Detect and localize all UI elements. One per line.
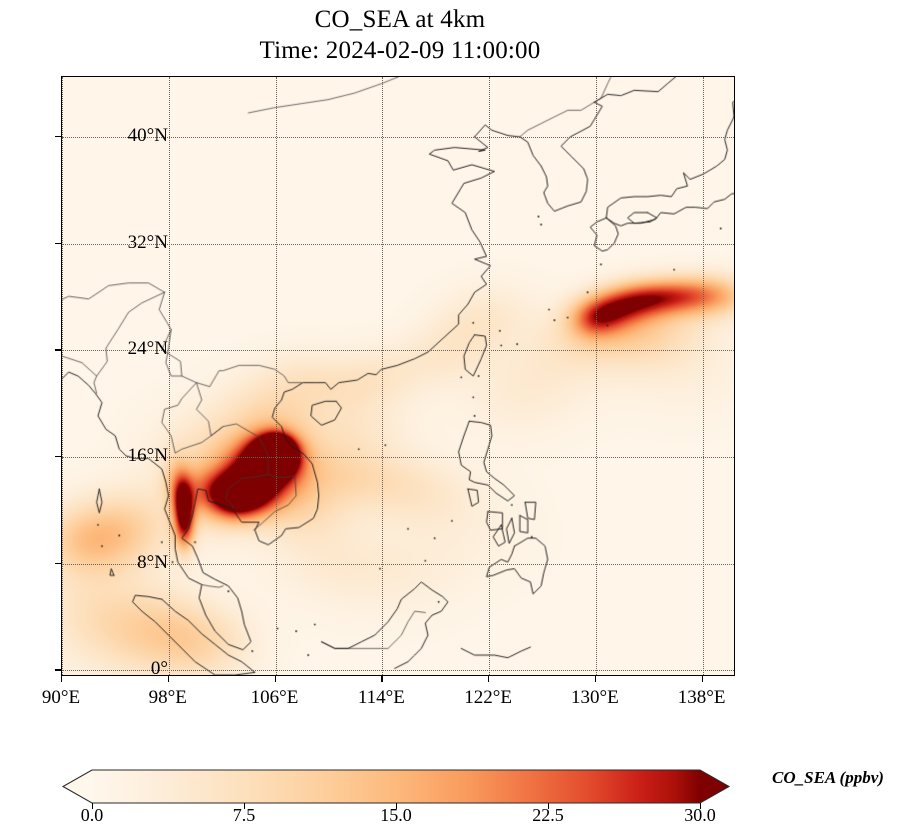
colorbar-tick-label-4: 30.0 bbox=[684, 805, 716, 825]
colorbar-tick-label-1: 7.5 bbox=[232, 805, 256, 825]
xtick-label-114: 114°E bbox=[357, 687, 405, 708]
figure-title: CO_SEA at 4km Time: 2024-02-09 11:00:00 bbox=[0, 4, 800, 66]
xtick-label-98: 98°E bbox=[148, 687, 187, 708]
colorbar-tick-0 bbox=[92, 803, 94, 809]
colorbar-tick-4 bbox=[700, 803, 702, 809]
xtick-label-138: 138°E bbox=[677, 687, 726, 708]
xtick-106 bbox=[274, 676, 276, 682]
ytick-label-0: 0° bbox=[150, 658, 168, 680]
title-line-time: Time: 2024-02-09 11:00:00 bbox=[259, 37, 541, 64]
xtick-label-130: 130°E bbox=[571, 687, 619, 708]
ytick-24 bbox=[55, 349, 61, 351]
colorbar-tick-3 bbox=[548, 803, 550, 809]
xtick-label-106: 106°E bbox=[250, 687, 299, 708]
ytick-label-16: 16°N bbox=[127, 445, 168, 466]
colorbar-title: CO_SEA (ppbv) bbox=[772, 768, 884, 787]
xtick-114 bbox=[381, 676, 383, 682]
ytick-label-40: 40°N bbox=[127, 125, 168, 146]
xtick-138 bbox=[701, 676, 703, 682]
map-plot-area[interactable] bbox=[61, 76, 735, 676]
xtick-122 bbox=[488, 676, 490, 682]
ytick-label-24: 24°N bbox=[127, 338, 168, 360]
ytick-8 bbox=[55, 562, 61, 564]
colorbar-tick-1 bbox=[244, 803, 246, 809]
ytick-40 bbox=[55, 136, 61, 138]
xtick-label-122: 122°E bbox=[464, 687, 512, 708]
colorbar-tick-label-3: 22.5 bbox=[532, 805, 564, 825]
colorbar-tick-2 bbox=[396, 803, 398, 809]
xtick-label-90: 90°E bbox=[41, 687, 81, 708]
ytick-32 bbox=[55, 242, 61, 244]
ytick-0 bbox=[55, 669, 61, 671]
ytick-label-8: 8°N bbox=[137, 551, 168, 573]
xtick-130 bbox=[594, 676, 597, 682]
colorbar-tick-label-0: 0.0 bbox=[80, 805, 104, 825]
ytick-label-32: 32°N bbox=[127, 231, 168, 253]
xtick-98 bbox=[167, 676, 170, 682]
colorbar-tick-label-2: 15.0 bbox=[380, 805, 412, 825]
ytick-16 bbox=[55, 456, 61, 458]
title-line-variable: CO_SEA at 4km bbox=[314, 6, 486, 33]
xtick-90 bbox=[61, 676, 63, 682]
co-concentration-heatmap bbox=[62, 77, 734, 675]
